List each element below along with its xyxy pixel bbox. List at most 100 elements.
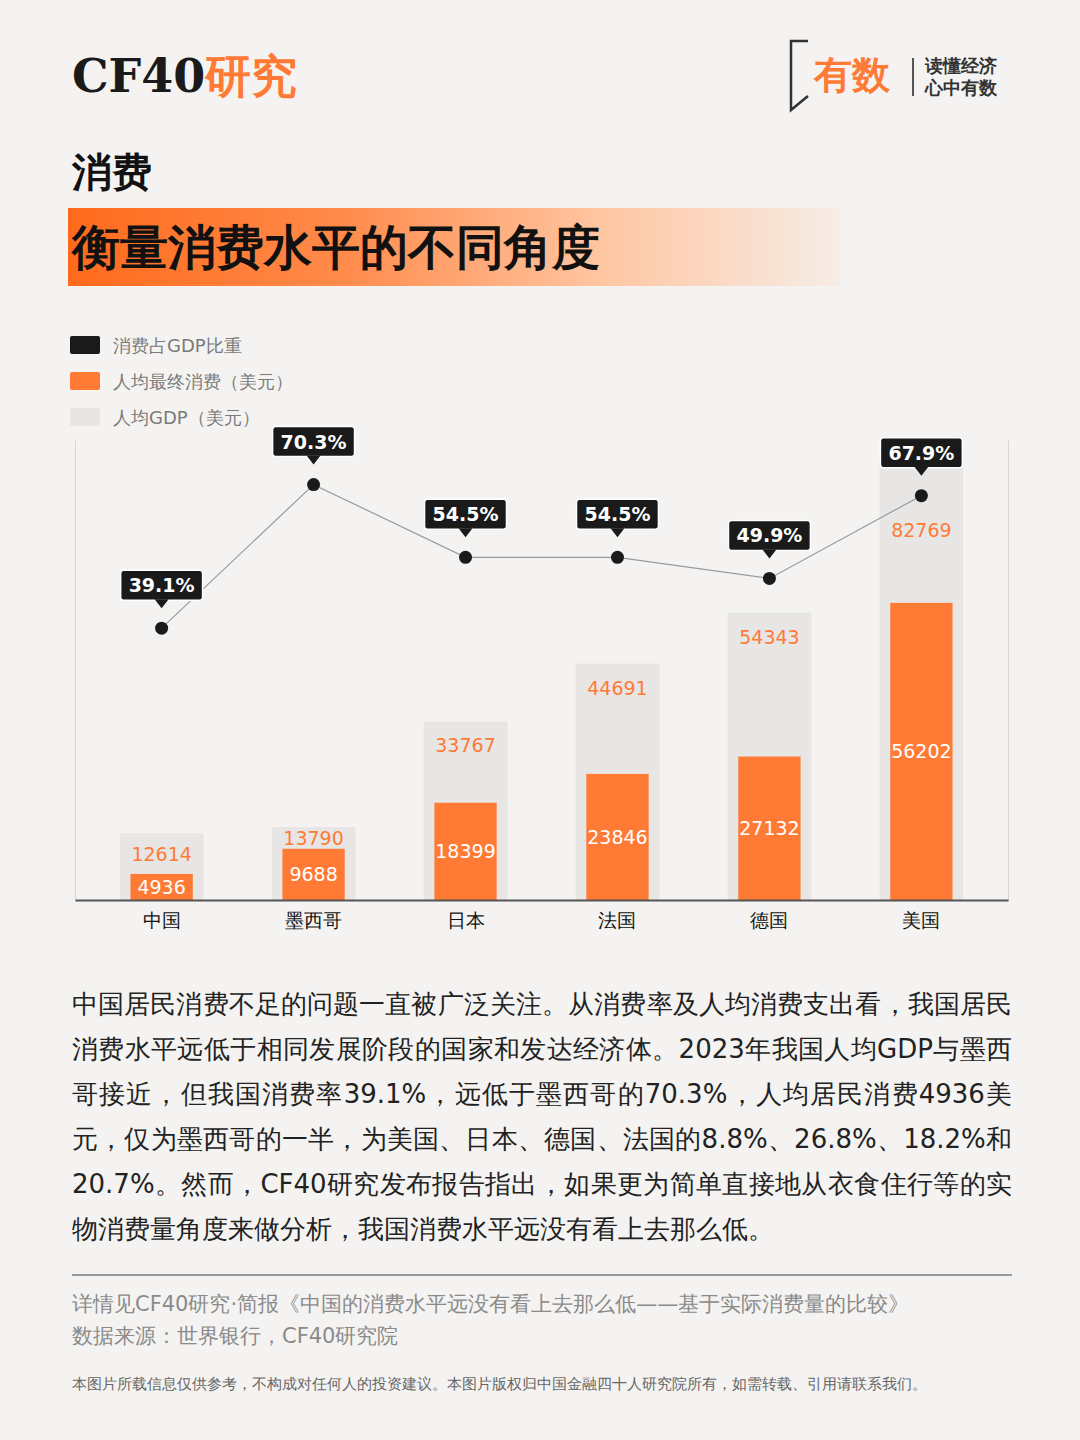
bar xyxy=(880,462,964,900)
source-note: 详情见CF40研究·简报《中国的消费水平远没有看上去那么低——基于实际消费量的比… xyxy=(72,1288,1012,1320)
page: CF40研究 有数 读懂经济心中有数消费衡量消费水平的不同角度消费占GDP比重人均最… xyxy=(0,0,1080,1440)
ratio-line xyxy=(162,485,922,629)
divider xyxy=(72,1274,1012,1276)
bar-label: 44691 xyxy=(587,677,647,699)
x-tick-label: 中国 xyxy=(143,909,181,931)
body-text: 中国居民消费不足的问题一直被广泛关注。从消费率及人均消费支出看，我国居民消费水平… xyxy=(72,982,1012,1252)
bar-label: 9688 xyxy=(289,863,337,885)
bar-label: 27132 xyxy=(739,817,799,839)
x-tick-label: 墨西哥 xyxy=(285,909,342,931)
bar-label: 13790 xyxy=(283,827,343,849)
x-tick: 美国 xyxy=(902,909,940,931)
y-axis-line xyxy=(75,441,76,901)
bar-label: 82769 xyxy=(891,519,951,541)
ratio-dot xyxy=(459,551,472,564)
title: 衡量消费水平的不同角度 xyxy=(68,208,840,286)
bar xyxy=(576,664,660,900)
x-tick-label: 法国 xyxy=(598,909,636,931)
ratio-label-text: 70.3% xyxy=(281,431,347,453)
ratio-label-text: 54.5% xyxy=(433,503,499,525)
ratio-label-text: 39.1% xyxy=(129,574,195,596)
x-tick: 墨西哥 xyxy=(285,909,342,931)
x-axis: 中国 墨西哥 日本 法国 德国 美国 xyxy=(76,901,1009,932)
x-tick: 日本 xyxy=(447,909,485,931)
logo-bracket-line xyxy=(791,41,808,110)
ratio-label-box xyxy=(121,570,203,600)
bar-label: 18399 xyxy=(435,840,495,862)
subtitle: 消费 xyxy=(72,148,152,196)
y-axis xyxy=(75,441,76,901)
y2-axis-line xyxy=(1008,441,1009,901)
x-tick-label: 美国 xyxy=(902,909,940,931)
bar-label: 33767 xyxy=(435,734,495,756)
ratio-dot xyxy=(611,551,624,564)
ratio-label-pointer xyxy=(610,528,624,537)
disclaimer: 本图片所载信息仅供参考，不构成对任何人的投资建议。本图片版权归中国金融四十人研究… xyxy=(72,1374,1012,1394)
ratio-label: 67.9% xyxy=(880,438,962,476)
ratio-label-text: 54.5% xyxy=(585,503,651,525)
legend-swatch xyxy=(70,408,100,426)
data-labels: 12614 13790 33767 44691 54343 82769 4936 9688 18… xyxy=(121,427,963,898)
logo-name: 有数 xyxy=(814,52,890,98)
ratio-label-pointer xyxy=(459,528,473,537)
logo-slogan: 读懂经济 xyxy=(925,55,997,77)
plot-marks xyxy=(120,462,963,900)
x-tick-label: 日本 xyxy=(447,909,485,931)
legend-label: 消费占GDP比重 xyxy=(113,335,242,356)
bar xyxy=(586,774,648,900)
ratio-label: 54.5% xyxy=(425,499,507,537)
ratio-label-pointer xyxy=(155,599,169,608)
x-tick: 中国 xyxy=(143,909,181,931)
legend-swatch xyxy=(70,372,100,390)
bar xyxy=(130,874,192,900)
legend-swatch xyxy=(70,336,100,354)
ratio-label-box xyxy=(728,520,810,550)
legend-label: 人均GDP（美元） xyxy=(113,407,260,428)
x-tick: 法国 xyxy=(598,909,636,931)
ratio-dot xyxy=(307,478,320,491)
brand: CF40研究 xyxy=(72,48,297,104)
ratio-dot xyxy=(763,572,776,585)
ratio-label-text: 67.9% xyxy=(888,442,954,464)
bar xyxy=(272,827,356,900)
ratio-label-pointer xyxy=(914,467,928,476)
ratio-label-text: 49.9% xyxy=(736,524,802,546)
ratio-label: 70.3% xyxy=(273,427,355,465)
ratio-label-pointer xyxy=(762,549,776,558)
ratio-label-box xyxy=(880,438,962,468)
x-tick-label: 德国 xyxy=(750,909,788,931)
logo-slogan: 心中有数 xyxy=(925,77,997,99)
bar-label: 12614 xyxy=(131,843,191,865)
brand-sub: 研究 xyxy=(205,49,297,103)
title-band: 衡量消费水平的不同角度 xyxy=(68,208,840,286)
ratio-label: 39.1% xyxy=(121,570,203,608)
ratio-label: 49.9% xyxy=(728,520,810,558)
x-axis-line xyxy=(76,900,1009,902)
bar xyxy=(434,803,496,900)
legend-label: 人均最终消费（美元） xyxy=(113,371,293,392)
data-source: 数据来源：世界银行，CF40研究院 xyxy=(72,1320,1012,1352)
bar xyxy=(424,721,508,900)
logo-bracket xyxy=(786,38,816,116)
bar-label: 54343 xyxy=(739,626,799,648)
ratio-label-box xyxy=(425,499,507,529)
bar-label: 23846 xyxy=(587,826,647,848)
ratio-label: 54.5% xyxy=(577,499,659,537)
text-section: 中国居民消费不足的问题一直被广泛关注。从消费率及人均消费支出看，我国居民消费水平… xyxy=(72,982,1012,1394)
ratio-label-pointer xyxy=(307,456,321,465)
ratio-dot xyxy=(915,489,928,502)
ratio-dot xyxy=(155,622,168,635)
bar xyxy=(890,603,952,900)
y2-axis xyxy=(1008,441,1009,901)
brand-main: CF40 xyxy=(72,49,205,103)
bar xyxy=(738,757,800,900)
ratio-label-box xyxy=(577,499,659,529)
bar-label: 4936 xyxy=(137,876,185,898)
ratio-label-box xyxy=(273,427,355,457)
x-tick: 德国 xyxy=(750,909,788,931)
logo-divider xyxy=(912,58,914,96)
bar-label: 56202 xyxy=(891,740,951,762)
bar xyxy=(120,833,204,900)
legend: 消费占GDP比重人均最终消费（美元） 人均GDP（美元） xyxy=(70,335,293,428)
chart: 消费占GDP比重人均最终消费（美元） 人均GDP（美元） 12614 13790 337… xyxy=(0,320,1080,950)
